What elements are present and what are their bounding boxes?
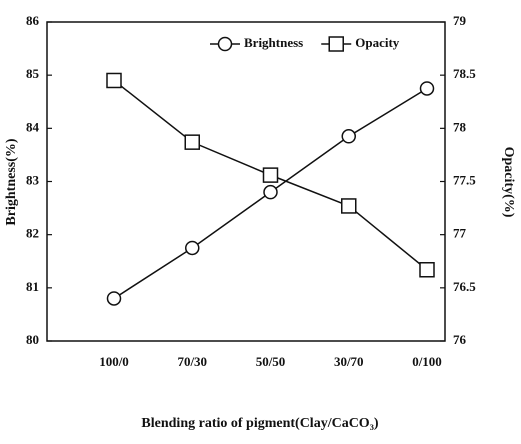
marker [341,129,356,144]
legend-label: Opacity [355,35,400,50]
y-tick-label: 84 [26,119,40,134]
marker [185,240,200,256]
marker [341,198,357,214]
y-tick-label: 80 [26,332,39,347]
y2-tick-label: 77 [453,226,467,241]
y2-tick-label: 78.5 [453,66,476,81]
marker [106,291,122,306]
y2-tick-label: 79 [453,13,467,28]
marker [263,184,278,200]
marker [184,134,200,150]
plot-frame [46,21,446,342]
legend-label: Brightness [244,35,303,50]
marker [262,167,279,183]
legend-marker [328,36,344,52]
y-tick-label: 83 [26,172,40,187]
y2-tick-label: 78 [453,119,467,134]
y-axis-label: Brightness(%) [4,138,19,225]
y2-tick-label: 76 [453,332,467,347]
y2-tick-label: 76.5 [453,279,476,294]
y-tick-label: 81 [26,279,39,294]
x-tick-label: 70/30 [177,354,207,369]
x-tick-label: 100/0 [99,354,129,369]
legend-marker [217,36,233,52]
x-axis-label: Blending ratio of pigment(Clay/CaCO₃) [141,416,378,431]
y-tick-label: 85 [26,66,40,81]
y2-axis-label: Opacity(%) [501,147,516,218]
marker [419,81,435,96]
y-tick-label: 86 [26,13,40,28]
marker [106,72,122,89]
x-tick-label: 0/100 [412,354,442,369]
y-tick-label: 82 [26,226,39,241]
y2-tick-label: 77.5 [453,172,476,187]
marker [419,262,435,278]
x-tick-label: 50/50 [256,354,286,369]
x-tick-label: 30/70 [334,354,364,369]
